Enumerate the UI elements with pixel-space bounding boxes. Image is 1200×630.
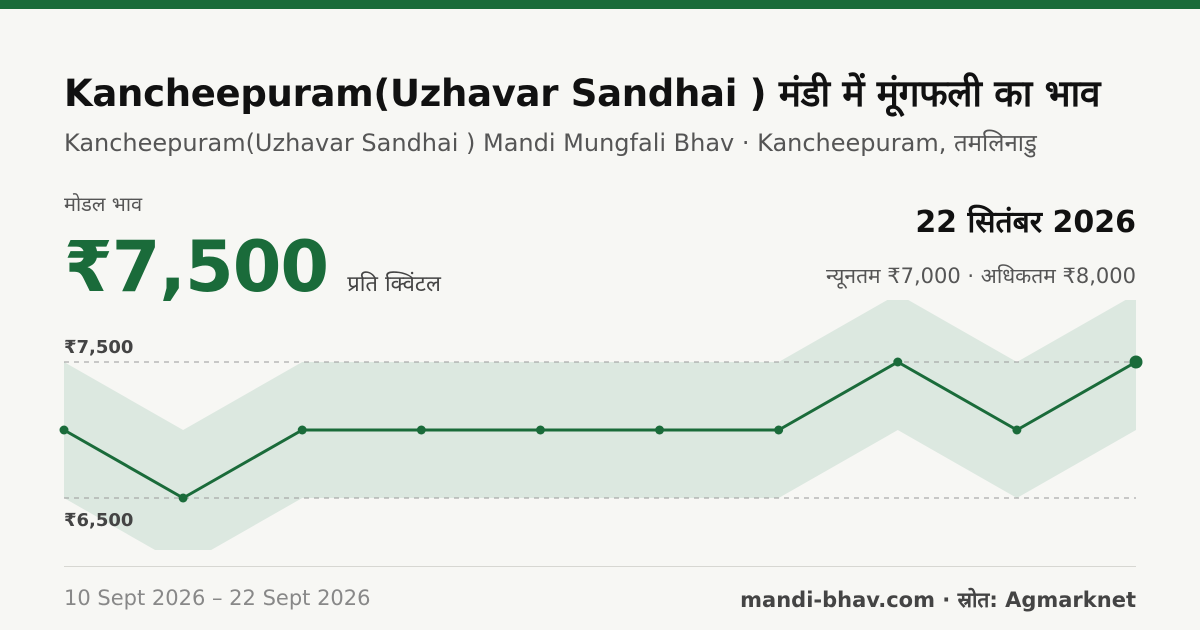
series-line xyxy=(63,360,1137,500)
min-max-band xyxy=(64,300,1136,550)
report-date: 22 सितंबर 2026 xyxy=(915,205,1136,240)
price-unit: प्रति क्विंटल xyxy=(347,272,441,297)
footer-divider xyxy=(64,566,1136,567)
page-title: Kancheepuram(Uzhavar Sandhai ) मंडी में … xyxy=(64,72,1101,115)
data-point xyxy=(535,425,545,435)
price-row: ₹7,500 प्रति क्विंटल xyxy=(64,226,441,308)
data-point xyxy=(416,425,426,435)
reference-label: ₹6,500 xyxy=(64,510,133,531)
footer-date-range: 10 Sept 2026 – 22 Sept 2026 xyxy=(64,586,371,610)
data-point xyxy=(178,493,188,503)
data-point xyxy=(59,425,69,435)
data-point xyxy=(893,357,903,367)
modal-price-label: मोडल भाव xyxy=(64,192,143,216)
reference-label: ₹7,500 xyxy=(64,337,133,358)
data-point xyxy=(655,425,665,435)
data-point xyxy=(774,425,784,435)
latest-data-point xyxy=(1129,355,1143,369)
modal-price-value: ₹7,500 xyxy=(64,226,329,308)
data-point xyxy=(1012,425,1022,435)
data-point xyxy=(297,425,307,435)
min-max-range: न्यूनतम ₹7,000 · अधिकतम ₹8,000 xyxy=(826,264,1136,288)
price-chart: ₹7,500 ₹6,500 xyxy=(59,300,1143,550)
footer-source: mandi-bhav.com · स्रोत: Agmarknet xyxy=(740,588,1136,612)
page-subtitle: Kancheepuram(Uzhavar Sandhai ) Mandi Mun… xyxy=(64,129,1037,157)
top-accent-bar xyxy=(0,0,1200,9)
